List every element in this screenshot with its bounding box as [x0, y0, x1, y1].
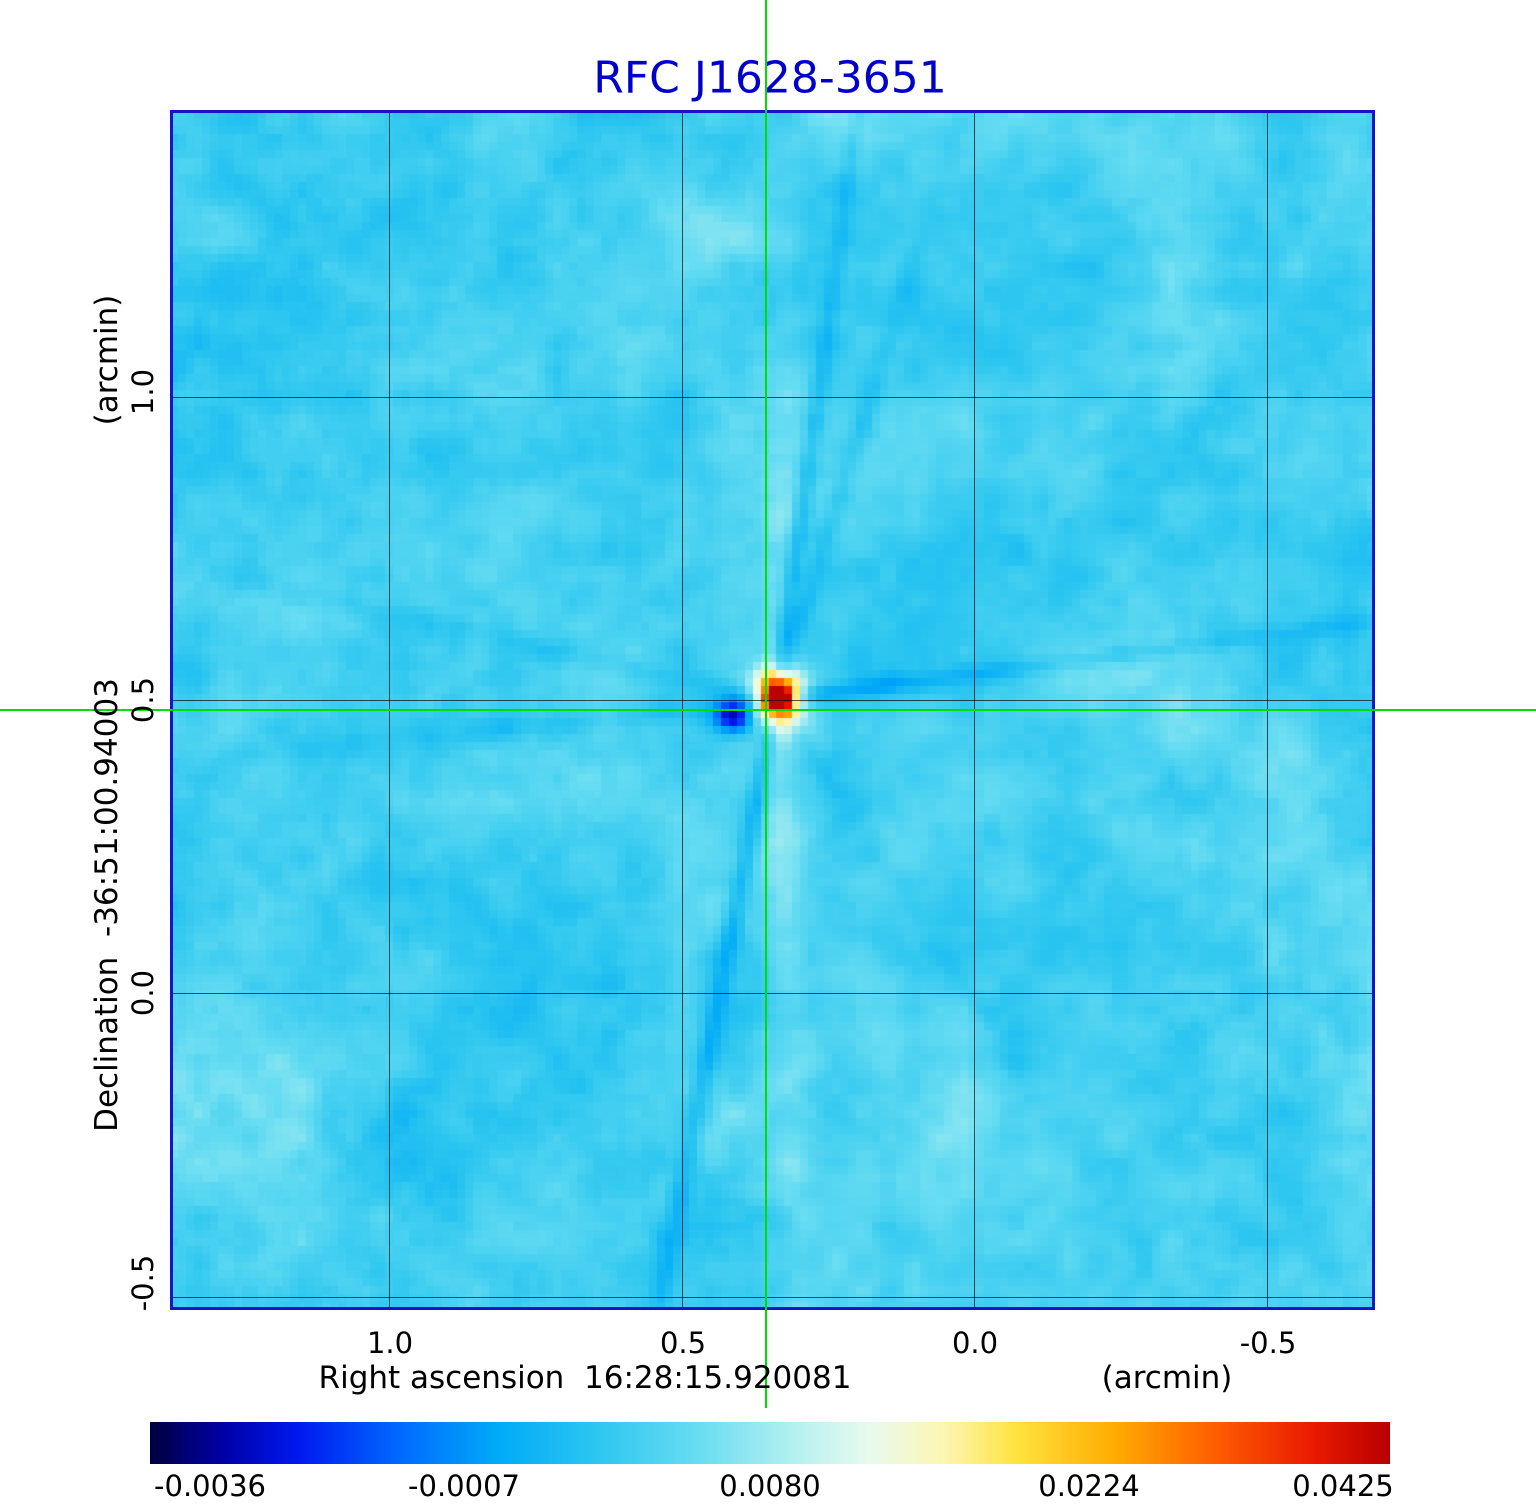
x-tick-label: -0.5 [1239, 1326, 1297, 1360]
colorbar-tick-label: 0.0425 [1292, 1469, 1394, 1503]
colorbar-tick-label: 0.0224 [1038, 1469, 1140, 1503]
grid-line-horizontal [170, 700, 1375, 701]
y-tick-label: 0.5 [126, 676, 160, 724]
y-tick-label: 0.0 [126, 969, 160, 1017]
crosshair-vertical-line [765, 0, 767, 1408]
grid-line-horizontal [170, 397, 1375, 398]
x-tick-label: 1.0 [366, 1326, 414, 1360]
x-axis-title: Right ascension 16:28:15.920081 [318, 1360, 852, 1396]
y-axis-title: Declination -36:51:00.94003 [89, 678, 125, 1132]
figure-title: RFC J1628-3651 [593, 52, 947, 104]
y-tick-label: 1.0 [126, 368, 160, 416]
y-tick-label: -0.5 [126, 1254, 160, 1312]
y-axis-unit-label: (arcmin) [89, 294, 125, 426]
grid-line-horizontal [170, 993, 1375, 994]
colorbar-gradient [150, 1422, 1390, 1464]
colorbar-tick-label: 0.0080 [719, 1469, 821, 1503]
x-tick-label: 0.5 [659, 1326, 707, 1360]
crosshair-horizontal-line [0, 709, 1536, 711]
x-axis-unit-label: (arcmin) [1101, 1360, 1233, 1396]
grid-line-horizontal [170, 1297, 1375, 1298]
colorbar-tick-label: -0.0007 [408, 1469, 520, 1503]
colorbar-tick-label: -0.0036 [154, 1469, 266, 1503]
x-tick-label: 0.0 [951, 1326, 999, 1360]
